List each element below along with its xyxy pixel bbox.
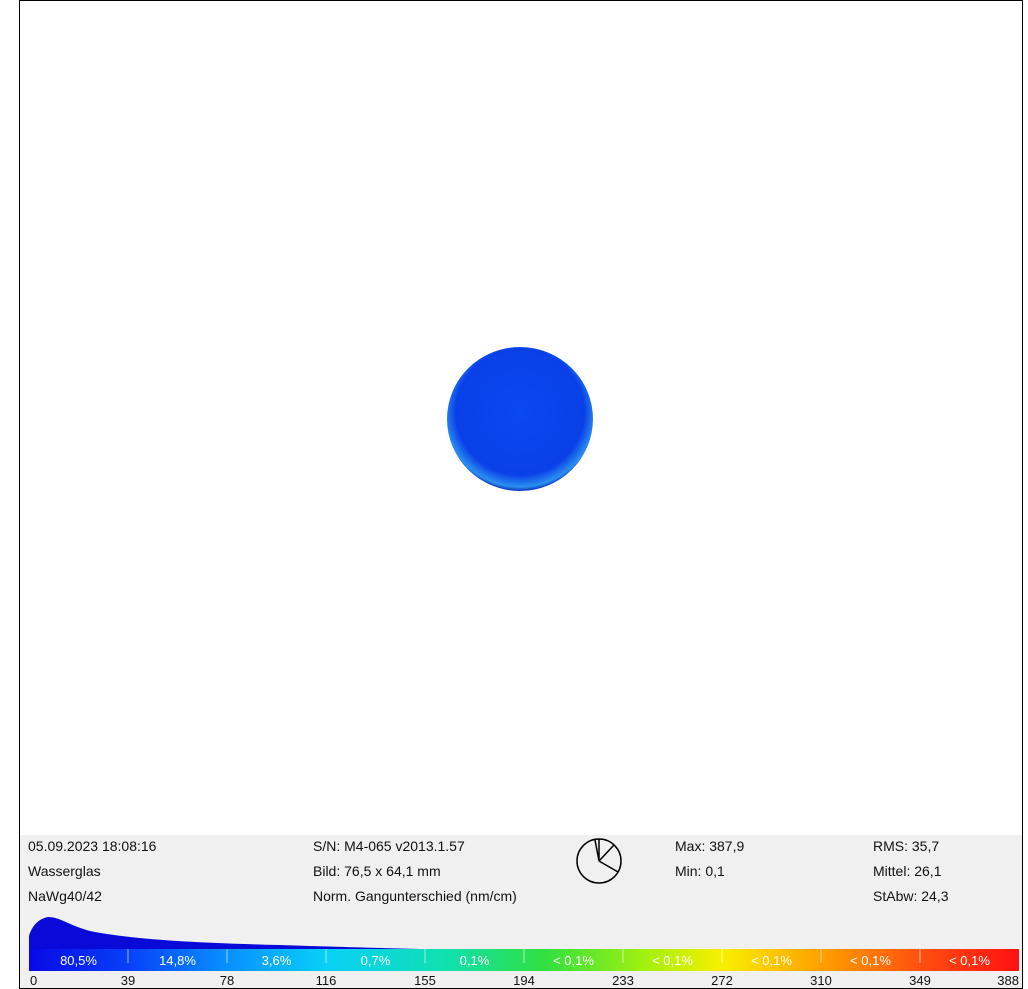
- percentage-label: 80,5%: [60, 953, 97, 968]
- std: StAbw: 24,3: [873, 888, 949, 904]
- date: 05.09.2023 18:08:16: [28, 838, 156, 854]
- tick-label: 39: [121, 973, 135, 988]
- measurement-frame: 80,5% 14,8% 3,6% 0,7% 0,1% < 0,1% < 0,1% < 0,1%…: [19, 0, 1023, 989]
- rms: RMS: 35,7: [873, 838, 939, 854]
- percentage-label: 0,7%: [361, 953, 391, 968]
- quantity: Norm. Gangunterschied (nm/cm): [313, 888, 517, 904]
- percentage-label: 0,1%: [460, 953, 490, 968]
- max: Max: 387,9: [675, 838, 744, 854]
- percentage-label: < 0,1%: [751, 953, 792, 968]
- sample: NaWg40/42: [28, 888, 102, 904]
- tick-label: 116: [316, 973, 337, 988]
- mean: Mittel: 26,1: [873, 863, 941, 879]
- tick-label: 272: [711, 973, 733, 988]
- tick-label: 78: [220, 973, 234, 988]
- image-size: Bild: 76,5 x 64,1 mm: [313, 863, 441, 879]
- tick-label: 0: [30, 973, 37, 988]
- percentage-label: 14,8%: [159, 953, 196, 968]
- serial: S/N: M4-065 v2013.1.57: [313, 838, 465, 854]
- percentage-label: < 0,1%: [850, 953, 891, 968]
- percentage-label: 3,6%: [262, 953, 292, 968]
- min: Min: 0,1: [675, 863, 725, 879]
- percentage-label: < 0,1%: [652, 953, 693, 968]
- material: Wasserglas: [28, 863, 101, 879]
- tick-label: 349: [909, 973, 931, 988]
- tick-label: 155: [414, 973, 436, 988]
- graphics: 80,5% 14,8% 3,6% 0,7% 0,1% < 0,1% < 0,1% < 0,1%…: [20, 1, 1022, 988]
- percentage-label: < 0,1%: [949, 953, 990, 968]
- sample-disc: [447, 347, 593, 491]
- tick-label: 194: [513, 973, 535, 988]
- percentage-label: < 0,1%: [553, 953, 594, 968]
- page: {"info": {"date": "05.09.2023 18:08:16",…: [0, 0, 1028, 989]
- tick-label: 388: [997, 973, 1019, 988]
- tick-label: 233: [612, 973, 634, 988]
- tick-label: 310: [810, 973, 832, 988]
